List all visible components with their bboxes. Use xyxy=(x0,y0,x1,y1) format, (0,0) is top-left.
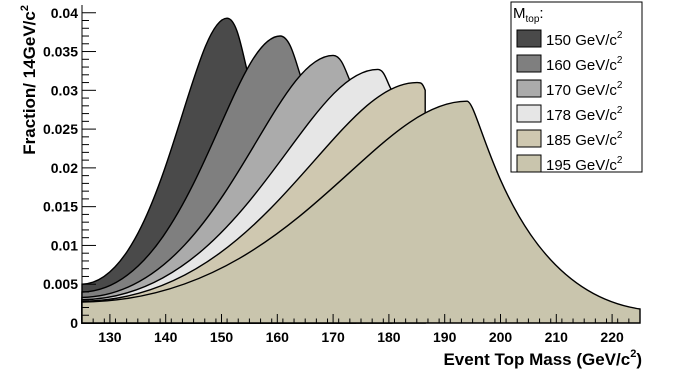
x-tick-label: 130 xyxy=(98,329,122,345)
series-areas xyxy=(81,17,641,324)
y-axis-title: Fraction/ 14GeV/c2 xyxy=(19,5,39,155)
y-tick-label: 0.01 xyxy=(51,237,78,253)
y-axis-title-sup: 2 xyxy=(19,5,31,11)
legend-label: 185 GeV/c2 xyxy=(546,130,623,149)
legend-swatch xyxy=(516,54,542,73)
legend-title: Mtop: xyxy=(513,5,544,25)
x-tick-label: 210 xyxy=(545,329,569,345)
legend-label: 178 GeV/c2 xyxy=(546,105,623,124)
ticks: 130 140 150 160 170 180 190 200 210 220 0 0.005 0.01… xyxy=(43,5,641,345)
legend-item: 195 GeV/c2 xyxy=(516,154,623,174)
y-tick-label: 0.015 xyxy=(43,199,78,215)
x-tick-label: 160 xyxy=(266,329,290,345)
legend-swatch xyxy=(516,129,542,148)
legend-item: 160 GeV/c2 xyxy=(516,54,623,74)
legend-swatch xyxy=(516,154,542,173)
legend-label: 150 GeV/c2 xyxy=(546,30,623,49)
y-tick-label: 0.035 xyxy=(43,44,78,60)
y-tick-label: 0 xyxy=(70,315,78,331)
legend-item: 150 GeV/c2 xyxy=(516,29,623,49)
x-axis-title: Event Top Mass (GeV/c2) xyxy=(443,348,642,369)
x-axis-title-text: Event Top Mass (GeV/c xyxy=(443,350,630,369)
legend-item: 178 GeV/c2 xyxy=(516,104,623,124)
y-tick-label: 0.025 xyxy=(43,121,78,137)
legend-label: 160 GeV/c2 xyxy=(546,55,623,74)
legend-swatch xyxy=(516,29,542,48)
legend-title-tail: : xyxy=(539,5,543,22)
y-tick-label: 0.04 xyxy=(51,5,78,21)
x-tick-label: 200 xyxy=(489,329,513,345)
y-axis-title-text: Fraction/ 14GeV/c xyxy=(20,11,39,155)
x-tick-label: 220 xyxy=(600,329,624,345)
legend-item: 170 GeV/c2 xyxy=(516,79,623,99)
x-tick-label: 150 xyxy=(210,329,234,345)
x-tick-label: 180 xyxy=(377,329,401,345)
legend-swatch xyxy=(516,79,542,98)
x-axis-title-tail: ) xyxy=(636,350,642,369)
legend-swatch xyxy=(516,104,542,123)
legend-label: 195 GeV/c2 xyxy=(546,155,623,174)
legend-item: 185 GeV/c2 xyxy=(516,129,623,149)
legend-label: 170 GeV/c2 xyxy=(546,80,623,99)
x-tick-label: 170 xyxy=(321,329,345,345)
x-axis-title-sup: 2 xyxy=(630,348,636,360)
legend-items: 150 GeV/c2 160 GeV/c2 170 GeV/c2 178 GeV/c2… xyxy=(516,29,623,174)
y-tick-label: 0.02 xyxy=(51,160,78,176)
y-tick-label: 0.03 xyxy=(51,82,78,98)
x-tick-label: 190 xyxy=(433,329,457,345)
y-tick-label: 0.005 xyxy=(43,276,78,292)
series-area-6 xyxy=(81,100,641,324)
legend-title-sub: top xyxy=(526,14,540,25)
x-tick-label: 140 xyxy=(154,329,178,345)
legend-title-text: M xyxy=(513,5,526,22)
legend: Mtop: 150 GeV/c2 160 GeV/c2 170 GeV/c2 178 … xyxy=(510,1,643,174)
